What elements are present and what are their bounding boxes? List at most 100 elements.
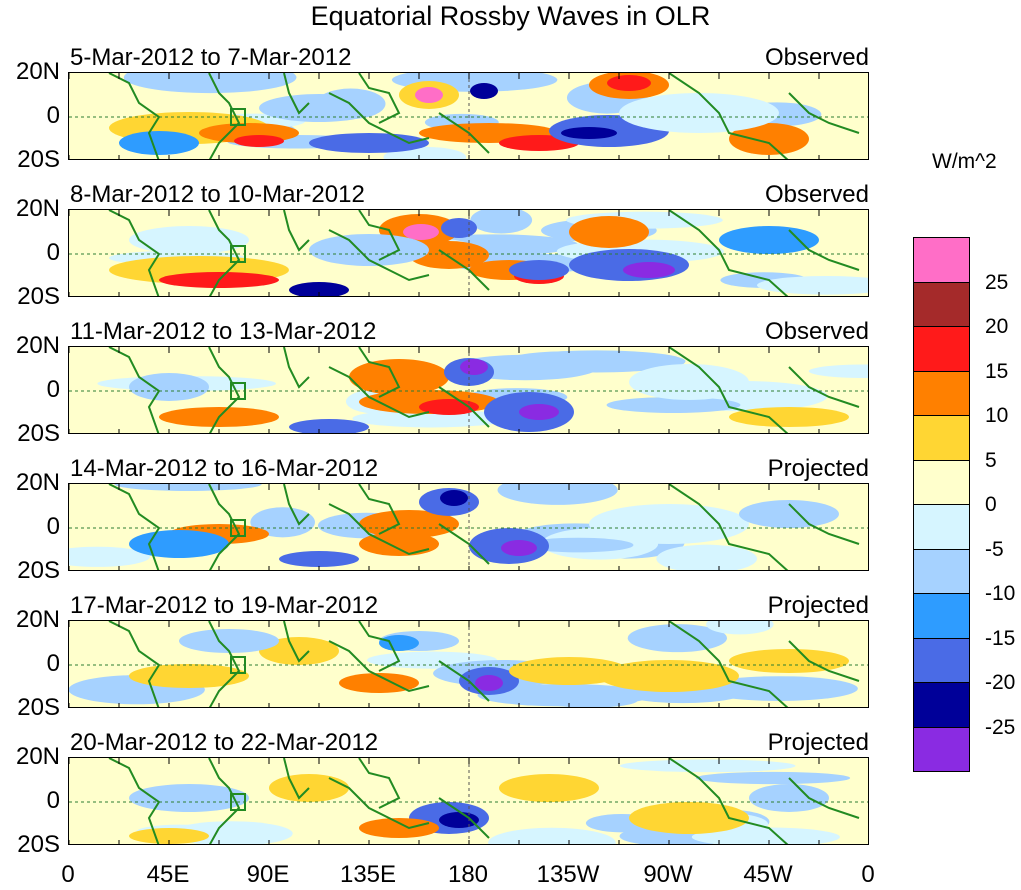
coastline — [283, 210, 310, 252]
olr-map-panel — [68, 72, 869, 160]
anomaly-contour — [250, 507, 315, 538]
coastline — [208, 484, 241, 570]
legend-value: -25 — [985, 715, 1016, 739]
anomaly-contour — [739, 500, 839, 528]
anomaly-contour — [656, 544, 758, 570]
longitude-label: 180 — [447, 861, 489, 888]
legend-swatch — [913, 726, 970, 772]
panel-date-range: 17-Mar-2012 to 19-Mar-2012 — [70, 592, 379, 619]
anomaly-contour — [749, 784, 829, 812]
longitude-label: 135W — [536, 861, 600, 888]
anomaly-contour — [706, 621, 774, 635]
olr-anomaly-field — [69, 758, 868, 844]
panel-date-range: 14-Mar-2012 to 16-Mar-2012 — [70, 455, 379, 482]
legend-value: -5 — [985, 537, 1004, 561]
anomaly-contour — [114, 484, 262, 491]
anomaly-contour — [289, 282, 349, 296]
coastline — [328, 777, 430, 830]
anomaly-contour — [519, 404, 559, 420]
map-title: Equatorial Rossby Waves in OLR — [310, 1, 711, 31]
latitude-label: 0 — [46, 513, 60, 540]
anomaly-contour — [477, 683, 652, 707]
longitude-label: 90W — [643, 861, 693, 888]
coastline — [328, 229, 430, 282]
color-legend — [913, 237, 970, 772]
olr-map-panel — [68, 209, 869, 297]
legend-value: 15 — [985, 359, 1009, 383]
anomaly-contour — [619, 93, 779, 133]
anomaly-contour — [440, 490, 468, 506]
latitude-label: 0 — [46, 239, 60, 266]
coastline — [358, 347, 401, 398]
latitude-label: 20N — [15, 332, 60, 359]
legend-swatch — [913, 415, 970, 461]
legend-swatch — [913, 237, 970, 283]
anomaly-contour — [129, 828, 209, 844]
anomaly-contour — [808, 364, 868, 378]
legend-swatch — [913, 593, 970, 639]
coastline — [788, 92, 860, 134]
anomaly-contour — [619, 759, 796, 773]
latitude-label: 20S — [17, 420, 60, 447]
coastline — [358, 73, 401, 124]
olr-anomaly-field — [69, 347, 868, 433]
latitude-label: 20N — [15, 469, 60, 496]
latitude-label: 20N — [15, 195, 60, 222]
coastline — [328, 503, 430, 556]
coastline — [208, 210, 241, 296]
anomaly-contour — [561, 127, 617, 139]
coastline — [328, 92, 430, 145]
legend-value: 10 — [985, 404, 1009, 427]
legend-value: 20 — [985, 315, 1009, 338]
anomaly-contour — [699, 676, 858, 701]
anomaly-contour — [179, 629, 279, 653]
latitude-label: 20S — [17, 146, 60, 173]
coastline — [358, 621, 401, 672]
coastline — [108, 73, 161, 159]
coastline — [358, 484, 401, 535]
legend-swatch — [913, 504, 970, 550]
anomaly-contour — [289, 419, 369, 433]
anomaly-contour — [129, 530, 229, 558]
anomaly-contour — [475, 675, 503, 691]
longitude-label: 90E — [246, 861, 290, 888]
anomaly-contour — [509, 260, 569, 280]
anomaly-contour — [606, 397, 741, 413]
panel-date-range: 5-Mar-2012 to 7-Mar-2012 — [70, 44, 352, 71]
coastline — [283, 484, 310, 526]
anomaly-contour — [599, 660, 739, 692]
coastline — [208, 73, 241, 159]
longitude-label: 0 — [861, 861, 875, 888]
coastline — [668, 758, 789, 844]
anomaly-contour — [499, 774, 599, 802]
coastline — [788, 777, 860, 819]
anomaly-contour — [719, 226, 819, 254]
latitude-label: 20S — [17, 283, 60, 310]
anomaly-contour — [569, 216, 649, 248]
anomaly-contour — [470, 210, 533, 234]
olr-anomaly-field — [69, 210, 868, 296]
legend-swatch — [913, 637, 970, 683]
anomaly-contour — [129, 226, 249, 254]
latitude-label: 20N — [15, 606, 60, 633]
legend-value: -10 — [985, 582, 1016, 605]
olr-map-panel — [68, 483, 869, 571]
legend-value: 0 — [985, 493, 997, 516]
anomaly-contour — [691, 827, 840, 844]
anomaly-contour — [123, 73, 297, 94]
latitude-label: 0 — [46, 376, 60, 403]
legend-swatch — [913, 326, 970, 372]
anomaly-contour — [339, 673, 419, 693]
legend-swatch — [913, 548, 970, 594]
coastline — [788, 366, 860, 408]
coastline — [358, 758, 401, 809]
olr-anomaly-field — [69, 621, 868, 707]
anomaly-contour — [129, 664, 249, 688]
anomaly-contour — [129, 373, 209, 401]
legend-swatch — [913, 682, 970, 728]
coastline — [208, 347, 241, 433]
coastline — [283, 73, 310, 115]
coastline — [668, 621, 789, 707]
coastline — [108, 210, 161, 296]
coastline — [668, 484, 789, 570]
